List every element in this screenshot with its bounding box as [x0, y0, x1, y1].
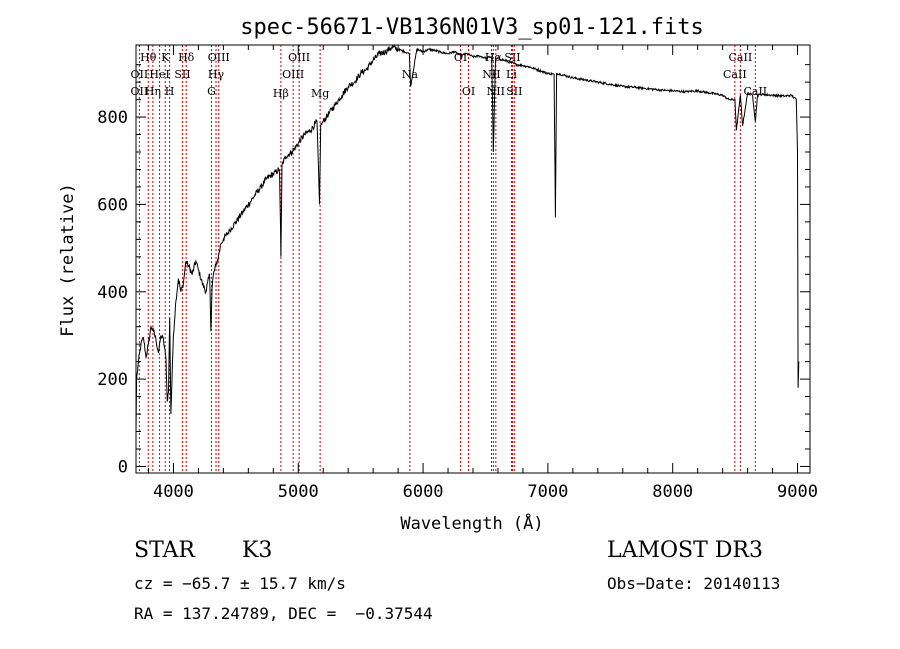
- coordinates: RA = 137.24789, DEC = −0.37544: [134, 604, 433, 623]
- x-tick-label-4: 8000: [652, 482, 693, 502]
- line-label-5: K: [161, 51, 170, 64]
- line-label-3: Hη: [145, 85, 161, 98]
- plot-frame: [135, 44, 811, 474]
- survey-label: LAMOST DR3: [607, 538, 763, 563]
- line-label-24: Li: [506, 68, 517, 81]
- line-label-26: CaII: [723, 68, 747, 81]
- y-axis-ticks: 0 200 400 600 800: [97, 64, 810, 477]
- line-label-22: SII: [504, 51, 520, 64]
- line-label-6: H: [165, 85, 175, 98]
- x-tick-label-3: 7000: [527, 482, 568, 502]
- line-label-21: NII: [487, 85, 505, 98]
- spectral-line-markers: [138, 45, 756, 473]
- line-label-19: Hα: [485, 51, 503, 64]
- x-tick-label-0: 4000: [153, 482, 194, 502]
- line-label-12: Hβ: [273, 87, 289, 100]
- spectrum-line: [135, 44, 800, 432]
- y-tick-label-1: 200: [97, 370, 128, 390]
- class-label: STAR: [134, 538, 195, 563]
- line-label-18: OI: [462, 85, 475, 98]
- obs-date: Obs−Date: 20140113: [607, 574, 781, 593]
- line-label-0: Hθ: [140, 51, 157, 64]
- cz-value: cz = −65.7 ± 15.7 km/s: [134, 574, 346, 593]
- line-label-7: SII: [174, 68, 190, 81]
- x-axis-ticks: 4000 5000 6000 7000 8000 9000: [147, 45, 818, 502]
- line-label-20: NII: [482, 68, 500, 81]
- y-tick-label-4: 800: [97, 108, 128, 128]
- line-label-25: CaII: [729, 51, 753, 64]
- y-tick-label-3: 600: [97, 195, 128, 215]
- line-label-2: OII: [131, 85, 149, 98]
- y-axis-label: Flux (relative): [58, 183, 78, 337]
- line-label-10: Hγ: [208, 68, 225, 81]
- subclass-label: K3: [242, 538, 273, 563]
- line-label-4: HeI: [149, 68, 169, 81]
- line-label-14: OIII: [282, 68, 304, 81]
- line-label-1: OII: [131, 68, 149, 81]
- line-label-15: Mg: [311, 87, 329, 100]
- line-label-8: Hδ: [178, 51, 195, 64]
- line-label-23: SII: [506, 85, 522, 98]
- x-tick-label-2: 6000: [403, 482, 444, 502]
- line-label-13: OIII: [288, 51, 310, 64]
- chart-title: spec-56671-VB136N01V3_sp01-121.fits: [240, 15, 704, 40]
- x-tick-label-5: 9000: [777, 482, 818, 502]
- y-tick-label-2: 400: [97, 283, 128, 303]
- line-label-11: G: [207, 85, 216, 98]
- x-tick-label-1: 5000: [278, 482, 319, 502]
- y-tick-label-0: 0: [118, 457, 128, 477]
- line-label-9: OIII: [208, 51, 230, 64]
- x-axis-label: Wavelength (Å): [400, 512, 543, 534]
